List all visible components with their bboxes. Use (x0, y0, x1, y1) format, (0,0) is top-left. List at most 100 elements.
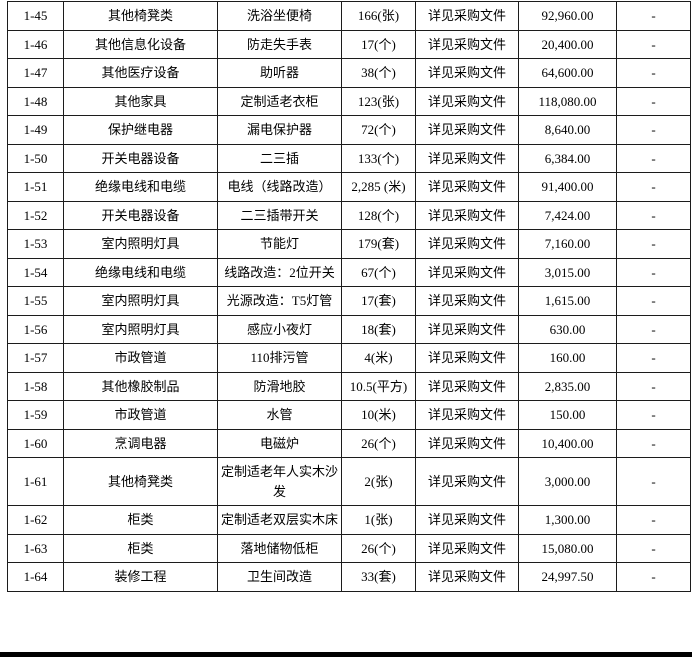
cell-note: 详见采购文件 (415, 562, 519, 592)
cell-amount: 7,424.00 (518, 200, 617, 230)
cell-amount: 64,600.00 (518, 58, 617, 88)
cell-category: 其他橡胶制品 (63, 371, 218, 401)
cell-amount: 1,615.00 (518, 286, 617, 316)
cell-category: 柜类 (63, 533, 218, 563)
cell-quantity: 128(个) (341, 200, 416, 230)
cell-category: 市政管道 (63, 343, 218, 373)
cell-amount: 630.00 (518, 314, 617, 344)
table-row: 1-55 室内照明灯具 光源改造：T5灯管 17(套) 详见采购文件 1,615.00- (7, 286, 691, 316)
table-row: 1-54 绝缘电线和电缆 线路改造：2位开关 67(个) 详见采购文件 3,015.00- (7, 257, 691, 287)
cell-item-name: 电线（线路改造） (217, 172, 342, 202)
cell-item-number: 1-45 (7, 1, 64, 31)
cell-quantity: 72(个) (341, 115, 416, 145)
cell-amount: 92,960.00 (518, 1, 617, 31)
cell-note: 详见采购文件 (415, 457, 519, 506)
table-row: 1-52 开关电器设备 二三插带开关 128(个) 详见采购文件 7,424.00- (7, 200, 691, 230)
cell-note: 详见采购文件 (415, 58, 519, 88)
cell-category: 装修工程 (63, 562, 218, 592)
cell-item-name: 漏电保护器 (217, 115, 342, 145)
table-row: 1-60 烹调电器 电磁炉 26(个) 详见采购文件 10,400.00- (7, 428, 691, 458)
table-row: 1-53 室内照明灯具 节能灯 179(套) 详见采购文件 7,160.00- (7, 229, 691, 259)
cell-note: 详见采购文件 (415, 29, 519, 59)
cell-quantity: 166(张) (341, 1, 416, 31)
cell-note: 详见采购文件 (415, 371, 519, 401)
cell-note: 详见采购文件 (415, 86, 519, 116)
cell-item-name: 感应小夜灯 (217, 314, 342, 344)
cell-quantity: 2,285 (米) (341, 172, 416, 202)
cell-quantity: 10.5(平方) (341, 371, 416, 401)
cell-dash: - (616, 86, 691, 116)
cell-item-name: 二三插 (217, 143, 342, 173)
cell-amount: 160.00 (518, 343, 617, 373)
cell-dash: - (616, 428, 691, 458)
table-row: 1-47 其他医疗设备 助听器 38(个) 详见采购文件 64,600.00- (7, 58, 691, 88)
cell-note: 详见采购文件 (415, 343, 519, 373)
cell-category: 室内照明灯具 (63, 314, 218, 344)
cell-item-number: 1-61 (7, 457, 64, 506)
cell-amount: 1,300.00 (518, 505, 617, 535)
cell-category: 开关电器设备 (63, 143, 218, 173)
cell-note: 详见采购文件 (415, 428, 519, 458)
cell-item-number: 1-47 (7, 58, 64, 88)
cell-category: 室内照明灯具 (63, 286, 218, 316)
cell-amount: 118,080.00 (518, 86, 617, 116)
cell-item-number: 1-49 (7, 115, 64, 145)
table-row: 1-61 其他椅凳类 定制适老年人实木沙发 2(张) 详见采购文件 3,000.00- (7, 457, 691, 506)
cell-amount: 3,000.00 (518, 457, 617, 506)
cell-item-number: 1-62 (7, 505, 64, 535)
cell-dash: - (616, 533, 691, 563)
cell-dash: - (616, 314, 691, 344)
cell-item-name: 防走失手表 (217, 29, 342, 59)
cell-category: 其他椅凳类 (63, 1, 218, 31)
cell-quantity: 33(套) (341, 562, 416, 592)
cell-item-name: 110排污管 (217, 343, 342, 373)
cell-dash: - (616, 562, 691, 592)
cell-category: 其他信息化设备 (63, 29, 218, 59)
cell-item-name: 落地储物低柜 (217, 533, 342, 563)
cell-category: 绝缘电线和电缆 (63, 172, 218, 202)
cell-item-number: 1-56 (7, 314, 64, 344)
cell-item-name: 二三插带开关 (217, 200, 342, 230)
cell-amount: 15,080.00 (518, 533, 617, 563)
cell-item-name: 线路改造：2位开关 (217, 257, 342, 287)
cell-quantity: 4(米) (341, 343, 416, 373)
cell-item-name: 定制适老衣柜 (217, 86, 342, 116)
cell-item-name: 卫生间改造 (217, 562, 342, 592)
cell-item-number: 1-58 (7, 371, 64, 401)
cell-amount: 10,400.00 (518, 428, 617, 458)
cell-note: 详见采购文件 (415, 400, 519, 430)
table-row: 1-50 开关电器设备 二三插 133(个) 详见采购文件 6,384.00- (7, 143, 691, 173)
cell-note: 详见采购文件 (415, 200, 519, 230)
table-row: 1-63 柜类 落地储物低柜 26(个) 详见采购文件 15,080.00- (7, 533, 691, 563)
cell-dash: - (616, 29, 691, 59)
cell-quantity: 123(张) (341, 86, 416, 116)
cell-dash: - (616, 286, 691, 316)
cell-dash: - (616, 505, 691, 535)
cell-quantity: 67(个) (341, 257, 416, 287)
cell-item-name: 定制适老双层实木床 (217, 505, 342, 535)
cell-category: 其他医疗设备 (63, 58, 218, 88)
cell-item-number: 1-53 (7, 229, 64, 259)
cell-note: 详见采购文件 (415, 286, 519, 316)
cell-amount: 91,400.00 (518, 172, 617, 202)
cell-item-number: 1-57 (7, 343, 64, 373)
cell-dash: - (616, 400, 691, 430)
cell-dash: - (616, 172, 691, 202)
cell-item-number: 1-50 (7, 143, 64, 173)
cell-note: 详见采购文件 (415, 229, 519, 259)
cell-note: 详见采购文件 (415, 505, 519, 535)
cell-item-number: 1-54 (7, 257, 64, 287)
cell-item-number: 1-63 (7, 533, 64, 563)
cell-note: 详见采购文件 (415, 314, 519, 344)
cell-item-number: 1-51 (7, 172, 64, 202)
cell-item-name: 节能灯 (217, 229, 342, 259)
cell-category: 其他椅凳类 (63, 457, 218, 506)
table-row: 1-62 柜类 定制适老双层实木床 1(张) 详见采购文件 1,300.00- (7, 505, 691, 535)
cell-quantity: 17(个) (341, 29, 416, 59)
cell-category: 其他家具 (63, 86, 218, 116)
cell-item-number: 1-64 (7, 562, 64, 592)
table-row: 1-56 室内照明灯具 感应小夜灯 18(套) 详见采购文件 630.00- (7, 314, 691, 344)
cell-dash: - (616, 58, 691, 88)
table-row: 1-46 其他信息化设备 防走失手表 17(个) 详见采购文件 20,400.00- (7, 29, 691, 59)
cell-note: 详见采购文件 (415, 143, 519, 173)
